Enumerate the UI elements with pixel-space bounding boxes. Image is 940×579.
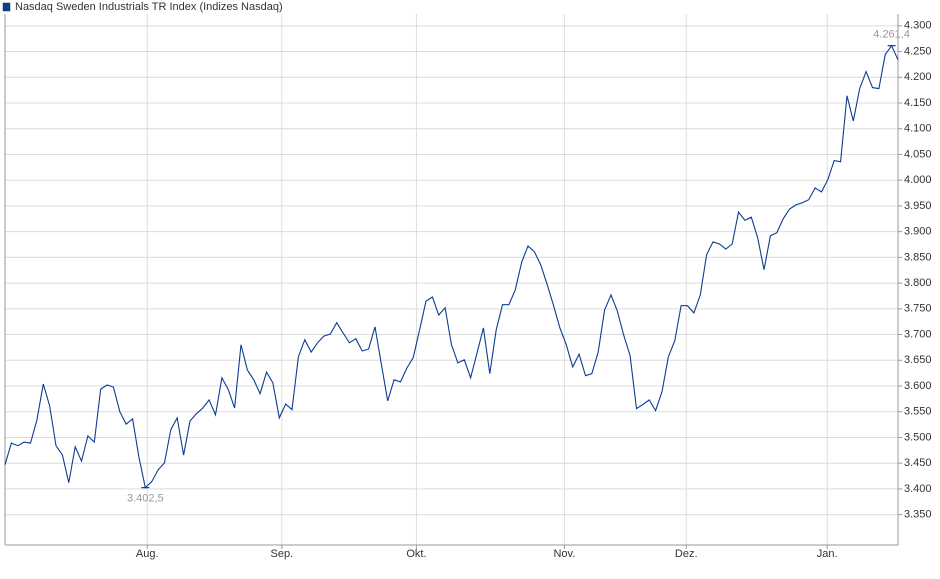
y-tick-label: 3.350 bbox=[904, 509, 932, 521]
legend-label: Nasdaq Sweden Industrials TR Index (Indi… bbox=[15, 1, 283, 13]
x-tick-label: Aug. bbox=[136, 548, 159, 560]
y-tick-label: 3.900 bbox=[904, 226, 932, 238]
y-tick-label: 4.000 bbox=[904, 174, 932, 186]
y-tick-label: 3.950 bbox=[904, 200, 932, 212]
value-label: 3.402,5 bbox=[127, 493, 164, 505]
series-line bbox=[4, 44, 899, 489]
plot bbox=[4, 44, 899, 489]
x-tick-label: Dez. bbox=[675, 548, 698, 560]
y-tick-label: 4.150 bbox=[904, 97, 932, 109]
y-tick-label: 4.250 bbox=[904, 45, 932, 57]
y-tick-label: 4.300 bbox=[904, 20, 932, 32]
y-tick-label: 3.500 bbox=[904, 431, 932, 443]
y-tick-label: 3.700 bbox=[904, 328, 932, 340]
y-tick-label: 4.050 bbox=[904, 148, 932, 160]
y-tick-label: 3.550 bbox=[904, 406, 932, 418]
legend-swatch bbox=[2, 2, 11, 12]
y-tick-label: 3.850 bbox=[904, 251, 932, 263]
y-tick-label: 3.750 bbox=[904, 303, 932, 315]
y-tick-label: 4.100 bbox=[904, 123, 932, 135]
y-tick-label: 3.600 bbox=[904, 380, 932, 392]
y-tick-label: 4.200 bbox=[904, 71, 932, 83]
y-tick-label: 3.800 bbox=[904, 277, 932, 289]
x-tick-label: Jan. bbox=[817, 548, 838, 560]
x-tick-label: Sep. bbox=[271, 548, 294, 560]
y-tick-label: 3.650 bbox=[904, 354, 932, 366]
x-tick-label: Okt. bbox=[406, 548, 426, 560]
y-tick-label: 3.450 bbox=[904, 457, 932, 469]
grid bbox=[4, 14, 902, 549]
y-tick-label: 3.400 bbox=[904, 483, 932, 495]
x-tick-label: Nov. bbox=[553, 548, 575, 560]
value-label: 4.261,4 bbox=[873, 29, 910, 41]
